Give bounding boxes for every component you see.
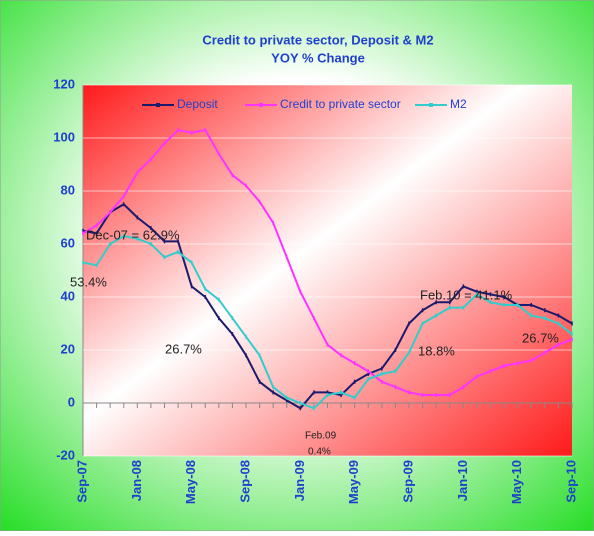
- legend-marker: [259, 103, 263, 107]
- x-tick-label: Jan-10: [455, 460, 470, 501]
- annotation: 26.7%: [522, 330, 559, 345]
- y-tick-label: -20: [56, 447, 75, 462]
- x-tick-label: May-10: [509, 460, 524, 504]
- chart-title: Credit to private sector, Deposit & M2: [202, 32, 433, 47]
- x-tick-label: Jan-08: [129, 460, 144, 501]
- annotation: 53.4%: [70, 274, 107, 289]
- plot-area: [83, 85, 572, 456]
- legend-marker: [429, 103, 433, 107]
- x-tick-label: Sep-08: [237, 460, 252, 503]
- annotation: Dec-07 = 62.9%: [86, 227, 180, 242]
- y-tick-label: 60: [61, 235, 75, 250]
- y-tick-label: 40: [61, 288, 75, 303]
- y-tick-label: 120: [53, 76, 75, 91]
- y-tick-label: 0: [68, 394, 75, 409]
- annotation: Feb.10 = 41.1%: [420, 287, 513, 302]
- chart-subtitle: YOY % Change: [271, 50, 365, 65]
- y-tick-label: 100: [53, 129, 75, 144]
- x-tick-label: May-09: [346, 460, 361, 504]
- x-tick-label: Sep-07: [74, 460, 89, 503]
- annotation: 18.8%: [418, 343, 455, 358]
- x-tick-label: May-08: [183, 460, 198, 504]
- y-tick-label: 20: [61, 341, 75, 356]
- legend-label: M2: [450, 97, 467, 111]
- annotation: Feb.09: [305, 431, 337, 442]
- annotation: 0.4%: [308, 447, 331, 458]
- x-tick-label: Sep-09: [400, 460, 415, 503]
- annotation: 26.7%: [165, 341, 202, 356]
- legend-label: Deposit: [177, 97, 218, 111]
- legend-label: Credit to private sector: [280, 97, 401, 111]
- x-tick-label: Jan-09: [292, 460, 307, 501]
- y-tick-label: 80: [61, 182, 75, 197]
- legend-marker: [156, 103, 160, 107]
- x-tick-label: Sep-10: [563, 460, 578, 503]
- legend: Deposit Credit to private sector M2: [142, 97, 467, 111]
